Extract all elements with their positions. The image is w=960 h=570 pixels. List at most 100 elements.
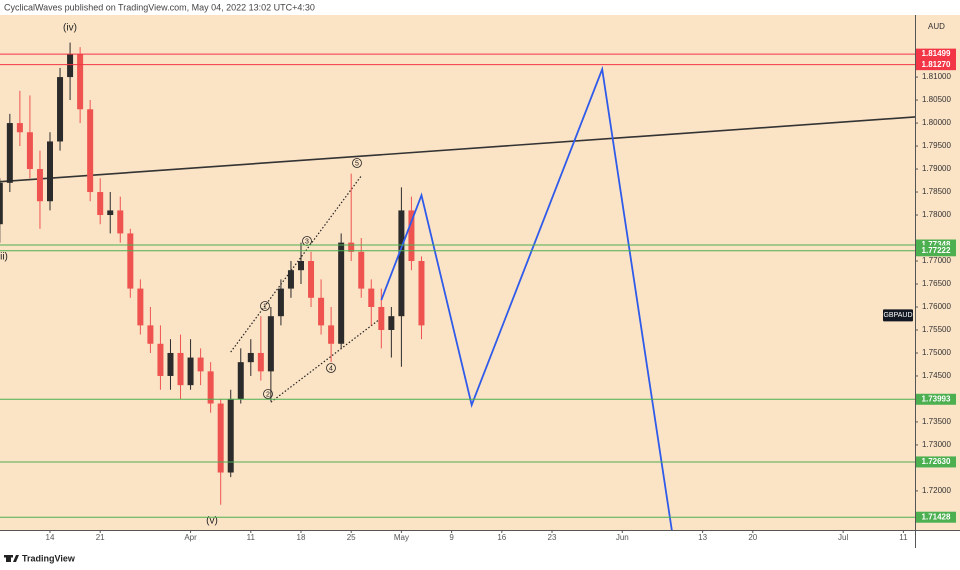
x-tick-label: 14: [46, 533, 55, 542]
x-tick-label: May: [394, 533, 409, 542]
candle-body: [298, 261, 304, 271]
x-tick-label: 13: [698, 533, 707, 542]
x-tick-label: 20: [748, 533, 757, 542]
candle-body: [147, 325, 154, 344]
projection-path: [380, 65, 673, 530]
candle-body: [308, 261, 315, 298]
level-label: 1.71428: [922, 512, 951, 521]
candle-body: [57, 77, 64, 142]
y-tick-label: 1.74500: [922, 371, 951, 380]
candle-body: [318, 297, 325, 326]
x-tick-label: 23: [548, 533, 557, 542]
x-tick-label: 11: [899, 533, 908, 542]
wave-label: (v): [206, 516, 218, 527]
candle-body: [197, 357, 204, 372]
wave-point-circle: [260, 301, 270, 311]
trendline: [0, 116, 915, 183]
level-label: 1.81270: [922, 60, 951, 69]
level-label: 1.72630: [922, 457, 951, 466]
y-tick-label: 1.80000: [922, 118, 951, 127]
y-tick-label: 1.79000: [922, 164, 951, 173]
currency: AUD: [928, 22, 945, 31]
wave-label: (iv): [63, 23, 77, 34]
candle-body: [418, 261, 425, 326]
x-tick-label: Jul: [838, 533, 848, 542]
x-tick-label: 25: [347, 533, 356, 542]
candle-body: [47, 141, 53, 202]
level-label: 1.81499: [922, 49, 951, 58]
candle-body: [398, 210, 405, 317]
candle-body: [247, 352, 254, 363]
y-tick-label: 1.72000: [922, 486, 951, 495]
wave-point-label: 3: [305, 238, 309, 245]
candle-body: [207, 371, 214, 404]
candle-body: [328, 325, 335, 344]
candle-body: [107, 210, 114, 216]
y-tick-label: 1.75000: [922, 348, 951, 357]
x-tick-label: Apr: [184, 533, 197, 542]
candle-body: [267, 316, 274, 372]
wave-point-label: 2: [266, 391, 270, 398]
header: CyclicalWaves published on TradingView.c…: [4, 2, 315, 12]
candle-body: [287, 270, 294, 289]
candle-body: [388, 316, 395, 330]
x-tick-label: Jun: [616, 533, 629, 542]
y-tick-label: 1.73500: [922, 417, 951, 426]
brand: TradingView: [22, 553, 76, 563]
candle-body: [137, 288, 144, 326]
candle-body: [277, 288, 284, 317]
y-tick-label: 1.77000: [922, 256, 951, 265]
y-tick-label: 1.79500: [922, 141, 951, 150]
candle-body: [36, 169, 43, 202]
level-label-box: [916, 245, 956, 257]
candle-body: [257, 352, 264, 372]
wave-label: ii): [0, 252, 8, 263]
wave-point-circle: [326, 363, 336, 373]
candle-body: [0, 182, 3, 225]
level-label: 1.77222: [922, 246, 951, 255]
y-tick-label: 1.76500: [922, 279, 951, 288]
level-label-box: [916, 393, 956, 405]
wedge-line: [270, 317, 382, 403]
y-tick-label: 1.78500: [922, 187, 951, 196]
candle-body: [348, 242, 355, 252]
candle-body: [6, 123, 13, 183]
candle-body: [16, 123, 23, 133]
level-label: 1.73993: [922, 394, 951, 403]
candle-body: [87, 109, 94, 193]
y-tick-label: 1.73000: [922, 440, 951, 449]
brand-logo: [4, 555, 19, 562]
candle-body: [117, 210, 124, 234]
candle-body: [358, 251, 365, 289]
y-tick-label: 1.78000: [922, 210, 951, 219]
candle-body: [67, 54, 74, 78]
y-tick-label: 1.80500: [922, 95, 951, 104]
level-label-box: [916, 511, 956, 523]
x-tick-label: 9: [449, 533, 454, 542]
candle-body: [378, 306, 385, 330]
level-label-box: [916, 239, 956, 251]
x-tick-label: 21: [96, 533, 105, 542]
y-tick-label: 1.81000: [922, 72, 951, 81]
candle-body: [408, 210, 415, 262]
plot-background: [0, 15, 960, 530]
wave-point-circle: [263, 389, 273, 399]
level-label-box: [916, 456, 956, 468]
wave-point-label: 5: [355, 160, 359, 167]
candle-body: [217, 403, 224, 473]
plot: (iv) (v) ii) 1 2 3 4 5: [0, 23, 915, 530]
candle-body: [338, 242, 345, 344]
candle-body: [177, 352, 184, 386]
y-tick-label: 1.75500: [922, 325, 951, 334]
level-label-box: [916, 48, 956, 60]
candle-body: [127, 233, 134, 289]
symbol-label-box: [883, 309, 913, 322]
candle-body: [187, 357, 194, 386]
wave-point-label: 4: [329, 365, 333, 372]
y-tick-label: 1.76000: [922, 302, 951, 311]
wave-point-label: 1: [263, 303, 267, 310]
symbol-label: GBPAUD: [883, 312, 912, 319]
level-label-box: [916, 59, 956, 71]
x-tick-label: 11: [247, 533, 256, 542]
